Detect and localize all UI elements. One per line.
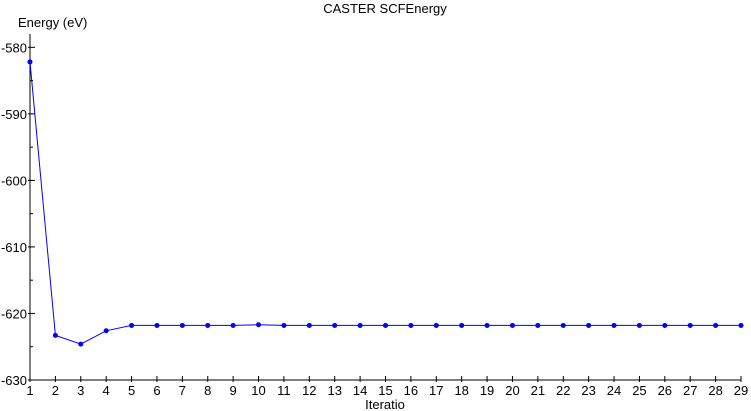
data-point xyxy=(256,322,262,328)
chart-title: CASTER SCFEnergy xyxy=(323,1,447,16)
x-tick-label: 27 xyxy=(683,383,697,398)
plot-area xyxy=(27,59,744,347)
data-point xyxy=(662,322,668,328)
data-point xyxy=(129,322,135,328)
x-tick-label: 24 xyxy=(607,383,621,398)
data-point xyxy=(484,322,490,328)
x-tick-label: 10 xyxy=(251,383,265,398)
x-tick-label: 21 xyxy=(531,383,545,398)
y-tick-label: -600 xyxy=(1,173,27,188)
x-tick-label: 2 xyxy=(52,383,59,398)
x-axis-label: Iteratio xyxy=(365,397,405,411)
data-point xyxy=(383,322,388,328)
data-point xyxy=(636,322,642,328)
x-tick-label: 3 xyxy=(77,383,84,398)
x-tick-label: 9 xyxy=(230,383,237,398)
x-tick-label: 26 xyxy=(658,383,672,398)
x-tick-label: 25 xyxy=(632,383,646,398)
data-point xyxy=(27,59,33,65)
data-point xyxy=(332,322,338,328)
data-point xyxy=(205,322,211,328)
x-tick-label: 20 xyxy=(505,383,519,398)
data-point xyxy=(179,322,185,328)
x-tick-label: 22 xyxy=(556,383,570,398)
data-point xyxy=(586,322,592,328)
x-tick-label: 12 xyxy=(302,383,316,398)
data-point xyxy=(687,322,693,328)
x-tick-label: 15 xyxy=(378,383,392,398)
y-tick-label: -610 xyxy=(1,240,27,255)
x-tick-label: 28 xyxy=(708,383,722,398)
y-axis-label: Energy (eV) xyxy=(18,15,87,30)
data-point xyxy=(306,322,312,328)
data-point xyxy=(459,322,465,328)
x-tick-label: 5 xyxy=(128,383,135,398)
data-point xyxy=(52,332,58,338)
data-point xyxy=(154,322,160,328)
x-tick-label: 16 xyxy=(404,383,418,398)
data-point xyxy=(433,322,439,328)
data-point xyxy=(611,322,617,328)
data-point xyxy=(103,328,109,334)
y-tick-label: -620 xyxy=(1,306,27,321)
x-tick-label: 4 xyxy=(103,383,110,398)
x-tick-label: 23 xyxy=(581,383,595,398)
x-tick-label: 17 xyxy=(429,383,443,398)
y-tick-label: -590 xyxy=(1,107,27,122)
x-tick-label: 1 xyxy=(26,383,33,398)
data-point xyxy=(408,322,414,328)
data-point xyxy=(281,322,287,328)
x-tick-label: 11 xyxy=(277,383,291,398)
data-point xyxy=(230,322,236,328)
data-point xyxy=(560,322,566,328)
y-tick-label: -580 xyxy=(1,40,27,55)
x-tick-label: 7 xyxy=(179,383,186,398)
x-tick-label: 14 xyxy=(353,383,367,398)
y-tick-label: -630 xyxy=(1,373,27,388)
x-tick-label: 8 xyxy=(204,383,211,398)
series-line xyxy=(29,61,741,345)
data-point xyxy=(713,322,719,328)
x-tick-label: 13 xyxy=(327,383,341,398)
data-point xyxy=(509,322,515,328)
data-point xyxy=(535,322,541,328)
x-tick-label: 6 xyxy=(153,383,160,398)
x-tick-label: 29 xyxy=(734,383,748,398)
data-point xyxy=(738,322,744,328)
x-tick-label: 19 xyxy=(480,383,494,398)
x-tick-label: 18 xyxy=(454,383,468,398)
data-point xyxy=(78,341,84,347)
data-point xyxy=(357,322,363,328)
